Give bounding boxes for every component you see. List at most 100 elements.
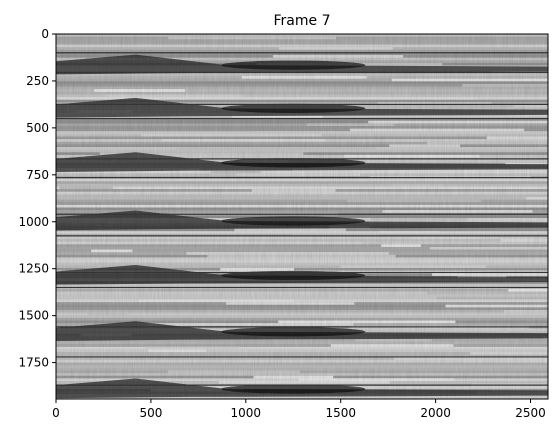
texture-streak xyxy=(426,141,548,146)
texture-row xyxy=(56,178,548,182)
texture-row xyxy=(56,204,548,209)
texture-row xyxy=(56,349,548,353)
texture-streak xyxy=(355,338,432,343)
texture-row xyxy=(56,199,548,203)
texture-row xyxy=(56,283,548,287)
texture-streak xyxy=(278,320,456,324)
texture-streak xyxy=(253,131,446,135)
texture-streak xyxy=(427,291,548,295)
plot-frame xyxy=(55,33,549,400)
texture-row xyxy=(56,365,548,369)
texture-row xyxy=(56,291,548,295)
texture-streak xyxy=(368,120,548,124)
texture-streak xyxy=(410,236,482,240)
texture-row xyxy=(56,294,548,298)
texture-streak xyxy=(210,170,261,174)
y-tick-label: 1000 xyxy=(18,215,49,229)
texture-streak xyxy=(476,97,548,101)
texture-row xyxy=(56,296,548,301)
texture-streak xyxy=(394,357,548,361)
texture-row xyxy=(56,99,548,103)
texture-row xyxy=(56,86,548,90)
texture-row xyxy=(56,118,548,122)
texture-streak xyxy=(462,359,548,364)
texture-streak xyxy=(300,328,452,332)
texture-streak xyxy=(272,55,404,59)
texture-streak xyxy=(508,288,548,293)
texture-row xyxy=(56,304,548,308)
y-tick-label: 1750 xyxy=(18,356,49,370)
dark-spot xyxy=(221,60,366,70)
texture-streak xyxy=(59,186,113,190)
texture-streak xyxy=(220,267,295,272)
texture-row xyxy=(56,267,548,272)
texture-streak xyxy=(462,83,548,88)
texture-streak xyxy=(234,228,346,232)
texture-row xyxy=(56,249,548,253)
texture-row xyxy=(56,341,548,345)
texture-streak xyxy=(148,323,354,327)
texture-streak xyxy=(93,262,237,266)
x-tick-label: 2000 xyxy=(420,406,451,420)
texture-streak xyxy=(148,349,207,353)
texture-streak xyxy=(253,375,334,379)
texture-streak xyxy=(445,304,548,308)
texture-row xyxy=(56,346,548,351)
texture-streak xyxy=(251,189,336,193)
texture-row xyxy=(56,89,548,93)
texture-row xyxy=(56,136,548,140)
texture-streak xyxy=(500,239,548,243)
texture-streak xyxy=(391,183,442,188)
chart-title: Frame 7 xyxy=(274,13,331,29)
texture-streak xyxy=(236,173,360,177)
texture-row xyxy=(56,207,548,211)
texture-streak xyxy=(431,273,548,277)
texture-streak xyxy=(218,380,390,385)
y-tick-label: 0 xyxy=(41,27,49,41)
dark-band xyxy=(56,321,548,341)
texture-row xyxy=(56,181,548,185)
x-tick-label: 1000 xyxy=(231,406,262,420)
texture-streak xyxy=(389,144,461,148)
texture-streak xyxy=(94,89,186,93)
texture-streak xyxy=(346,199,482,203)
texture-streak xyxy=(232,115,323,119)
texture-streak xyxy=(226,302,355,306)
texture-streak xyxy=(207,254,396,259)
texture-streak xyxy=(344,154,480,159)
texture-row xyxy=(56,202,548,206)
texture-row xyxy=(56,141,548,146)
texture-streak xyxy=(140,133,322,138)
y-tick-label: 1500 xyxy=(18,309,49,323)
texture-streak xyxy=(178,147,376,151)
texture-streak xyxy=(298,378,454,382)
texture-streak xyxy=(350,128,525,132)
y-tick-label: 500 xyxy=(26,121,49,135)
texture-row xyxy=(56,354,548,358)
dark-spot xyxy=(221,216,366,226)
texture-row xyxy=(56,186,548,190)
x-tick-label: 2500 xyxy=(515,406,546,420)
texture-row xyxy=(56,299,548,303)
texture-row xyxy=(56,307,548,311)
texture-streak xyxy=(91,249,133,253)
texture-row xyxy=(56,44,548,48)
texture-row xyxy=(56,338,548,343)
texture-row xyxy=(56,91,548,96)
texture-row xyxy=(56,231,548,235)
texture-streak xyxy=(362,241,548,245)
texture-row xyxy=(56,344,548,348)
texture-row xyxy=(56,34,548,38)
texture-streak xyxy=(470,352,548,356)
y-tick-label: 750 xyxy=(26,168,49,182)
dark-band xyxy=(56,210,548,231)
y-axis: 0 250 500 750 1000 1250 1500 1750 xyxy=(18,27,56,370)
texture-row xyxy=(56,241,548,245)
dark-spot xyxy=(221,327,366,337)
dark-spot xyxy=(221,270,366,281)
texture-row xyxy=(56,183,548,188)
texture-row xyxy=(56,236,548,240)
texture-streak xyxy=(429,246,548,251)
texture-row xyxy=(56,312,548,316)
dark-band xyxy=(56,152,548,173)
